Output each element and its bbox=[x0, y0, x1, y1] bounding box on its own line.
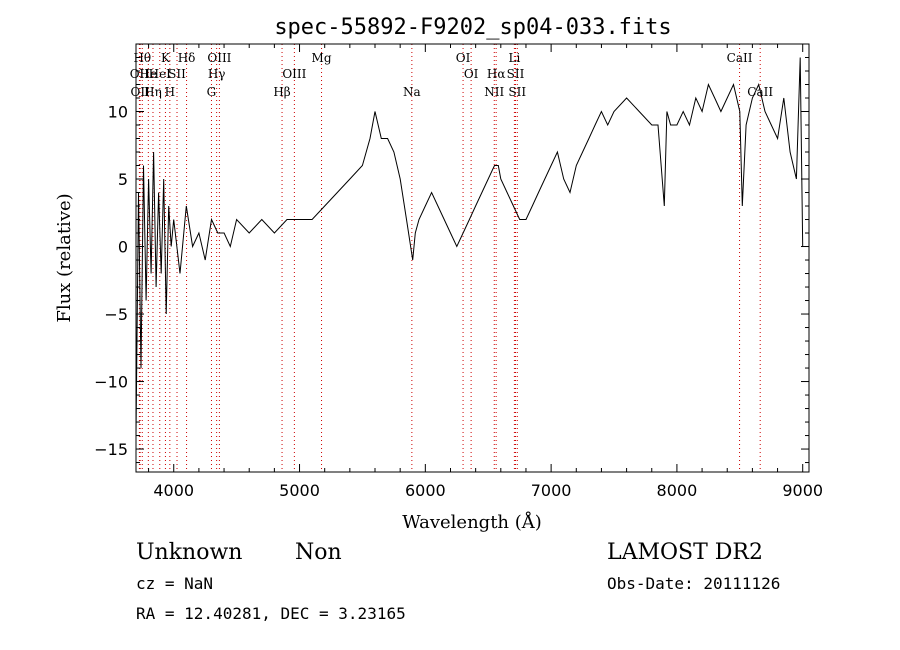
line-marker-label: OIII bbox=[282, 67, 306, 81]
plot-frame bbox=[135, 43, 810, 473]
y-tick-label: 5 bbox=[118, 170, 128, 189]
spectrum-series-line bbox=[135, 57, 804, 436]
line-marker-label: G bbox=[207, 85, 217, 99]
line-marker-label: Hα bbox=[487, 67, 506, 81]
line-marker-label: NII bbox=[484, 85, 504, 99]
line-marker-label: CaII bbox=[727, 51, 753, 65]
line-marker-label: H bbox=[165, 85, 175, 99]
line-marker-label: Mg bbox=[312, 51, 332, 65]
cz-value: cz = NaN bbox=[136, 574, 214, 593]
y-tick-label: 0 bbox=[118, 238, 128, 257]
line-marker-label: OII bbox=[130, 67, 150, 81]
line-marker-label: Hη bbox=[144, 85, 162, 99]
y-axis-label: Flux (relative) bbox=[54, 193, 75, 322]
line-marker-label: Hβ bbox=[273, 85, 290, 99]
x-tick-label: 5000 bbox=[279, 481, 320, 500]
line-marker-label: OI bbox=[464, 67, 479, 81]
chart-title: spec-55892-F9202_sp04-033.fits bbox=[274, 15, 671, 40]
subclass-label: Non bbox=[295, 540, 342, 565]
x-axis-ticks: 4000 5000 6000 7000 8000 9000 bbox=[148, 44, 823, 500]
line-marker-label: OIII bbox=[207, 51, 231, 65]
x-tick-label: 8000 bbox=[657, 481, 698, 500]
y-tick-label: −10 bbox=[94, 373, 128, 392]
line-marker-label: He bbox=[140, 67, 158, 81]
class-label: Unknown bbox=[136, 540, 243, 565]
coordinates-value: RA = 12.40281, DEC = 3.23165 bbox=[136, 604, 406, 623]
spectral-line-markers bbox=[138, 44, 761, 472]
y-tick-label: 10 bbox=[108, 103, 128, 122]
x-tick-label: 9000 bbox=[782, 481, 823, 500]
line-marker-label: SII bbox=[508, 85, 526, 99]
line-marker-label: SII bbox=[507, 67, 525, 81]
line-marker-label: OII bbox=[130, 85, 150, 99]
x-axis-label: Wavelength (Å) bbox=[402, 511, 542, 533]
y-axis-ticks: −15 −10 −5 0 5 10 bbox=[94, 57, 809, 464]
line-marker-label: Hδ bbox=[178, 51, 196, 65]
y-tick-label: −15 bbox=[94, 440, 128, 459]
line-marker-label: OI bbox=[456, 51, 471, 65]
x-tick-label: 4000 bbox=[153, 481, 194, 500]
y-tick-label: −5 bbox=[104, 305, 128, 324]
line-marker-label: K bbox=[161, 51, 171, 65]
line-marker-label: Hθ bbox=[133, 51, 151, 65]
line-marker-label: HeI bbox=[149, 67, 172, 81]
obs-date-value: Obs-Date: 20111126 bbox=[607, 574, 781, 593]
survey-label: LAMOST DR2 bbox=[607, 540, 763, 565]
line-marker-label: Hγ bbox=[208, 67, 226, 81]
spectral-line-labels: OII OII Hθ He Hη HeI K H SII Hδ G Hγ OIII Hβ OIII Mg Na O… bbox=[130, 51, 774, 99]
line-marker-label: Li bbox=[508, 51, 520, 65]
x-tick-label: 7000 bbox=[531, 481, 572, 500]
line-marker-label: Na bbox=[403, 85, 421, 99]
x-tick-label: 6000 bbox=[405, 481, 446, 500]
line-marker-label: SII bbox=[168, 67, 186, 81]
